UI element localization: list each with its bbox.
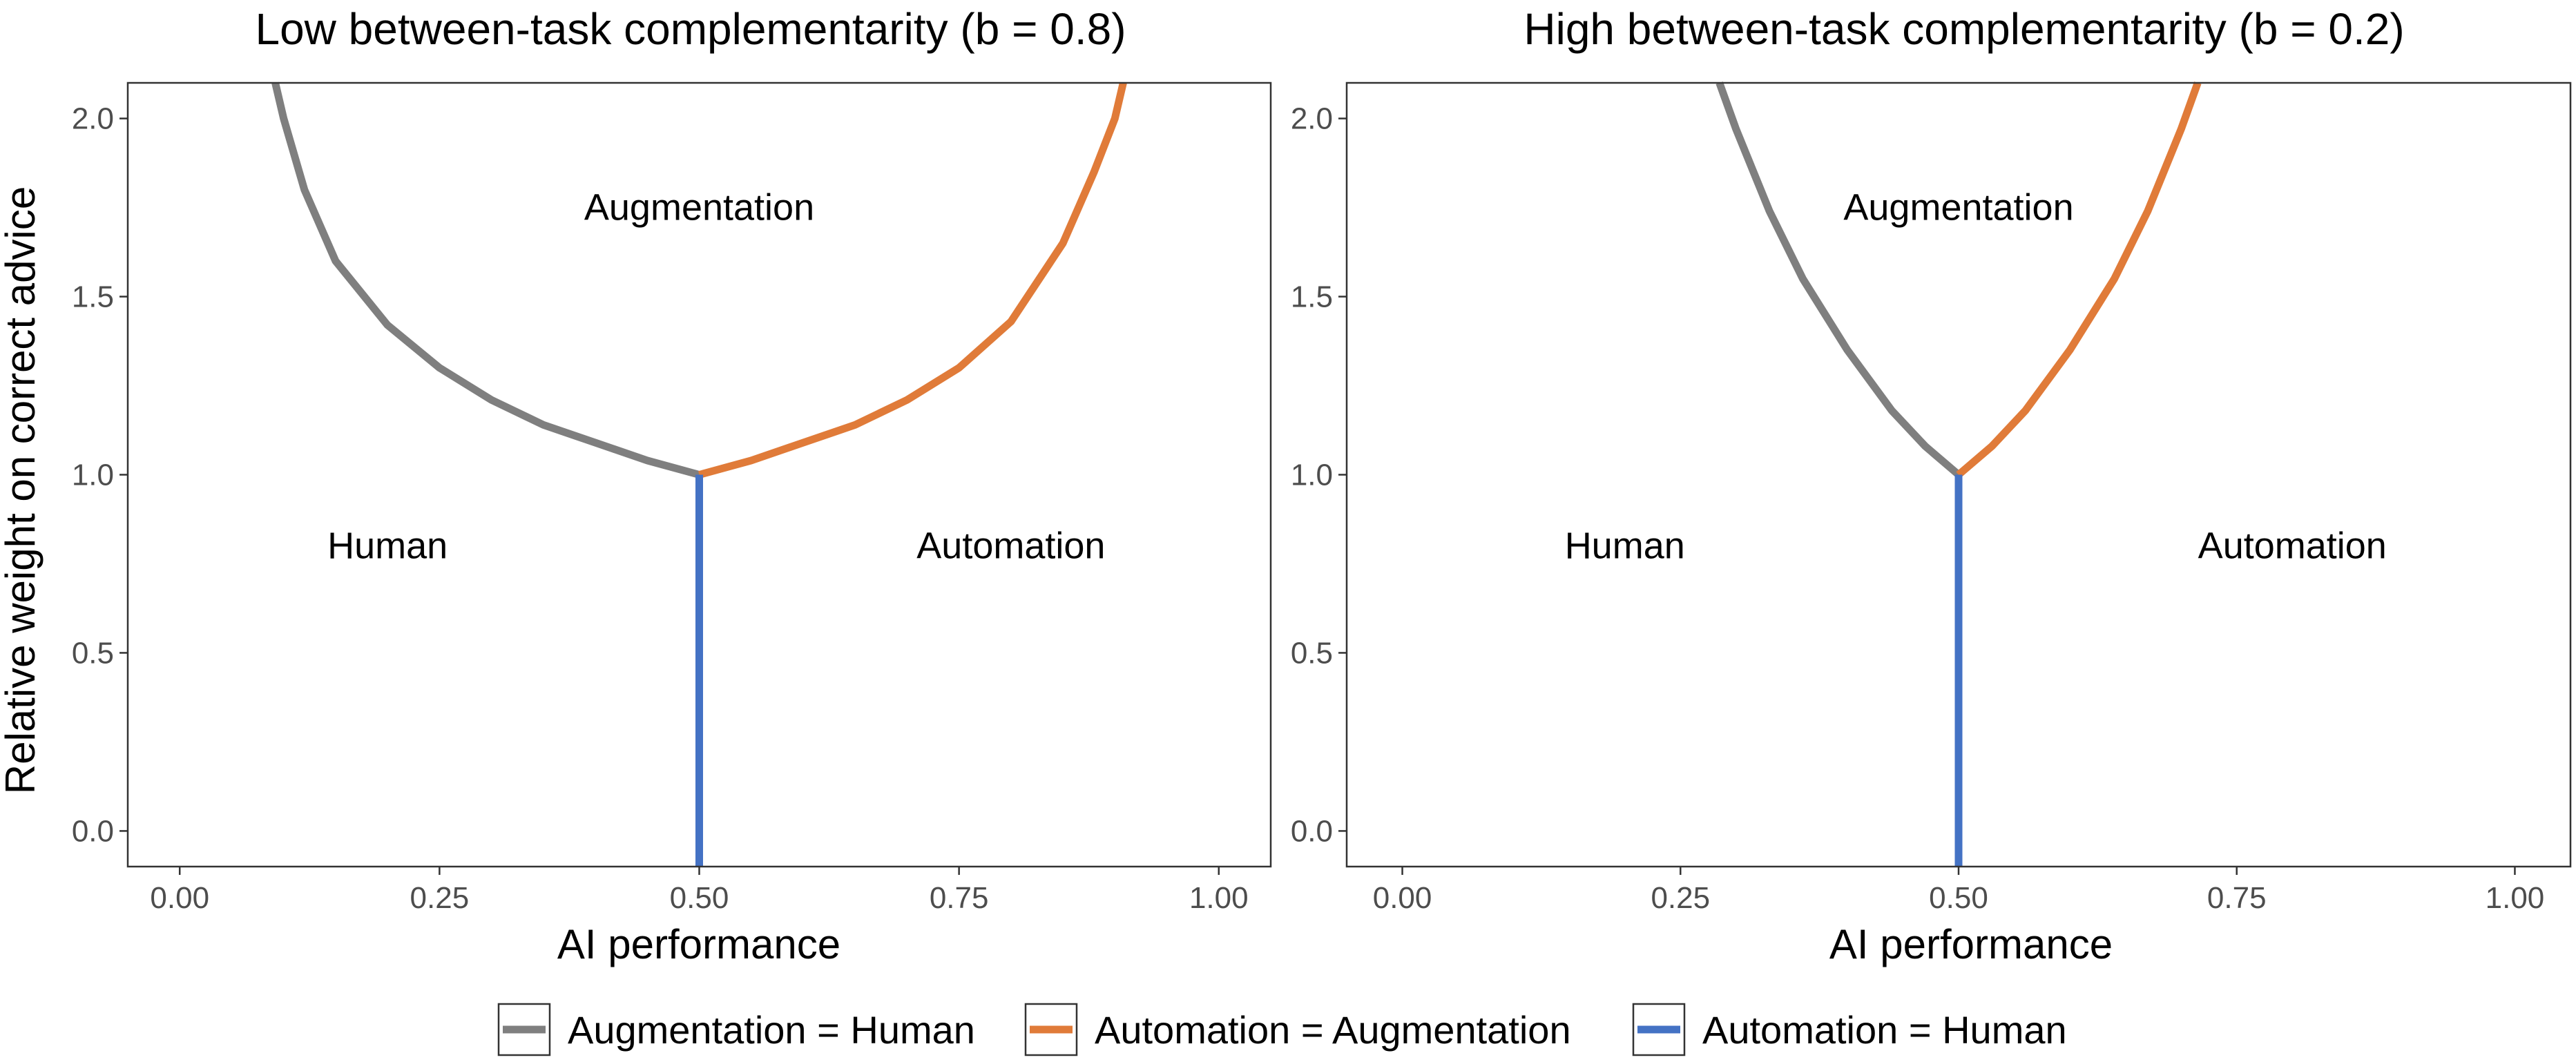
panel-high-complementarity: High between-task complementarity (b = 0… — [1291, 4, 2572, 967]
x-tick-label: 1.00 — [1189, 881, 1249, 915]
legend-item-automation-augmentation: Automation = Augmentation — [1024, 1003, 1571, 1056]
region-label-human: Human — [1565, 525, 1685, 567]
panel-title: Low between-task complementarity (b = 0.… — [255, 4, 1126, 54]
legend: Augmentation = Human Automation = Augment… — [497, 1003, 2067, 1056]
x-tick-label: 0.25 — [410, 881, 470, 915]
y-tick-label: 0.0 — [72, 814, 114, 848]
x-tick-label: 0.50 — [670, 881, 729, 915]
x-tick-label: 0.25 — [1651, 881, 1710, 915]
y-tick-label: 1.0 — [72, 458, 114, 492]
y-tick-label: 0.0 — [1291, 814, 1333, 848]
legend-item-automation-human: Automation = Human — [1632, 1003, 2067, 1056]
series-line-augmentation-human — [271, 81, 700, 479]
x-tick-label: 0.50 — [1929, 881, 1988, 915]
y-tick-label: 2.0 — [1291, 102, 1333, 136]
y-tick-label: 1.5 — [72, 280, 114, 314]
series-line-automation-augmentation — [698, 81, 1127, 479]
region-label-augmentation: Augmentation — [1843, 187, 2073, 229]
legend-item-augmentation-human: Augmentation = Human — [497, 1003, 975, 1056]
series-line-augmentation-human — [1715, 81, 1961, 478]
y-tick-label: 2.0 — [72, 102, 114, 136]
region-label-augmentation: Augmentation — [584, 187, 814, 229]
region-label-automation: Automation — [916, 525, 1105, 567]
region-label-automation: Automation — [2198, 525, 2387, 567]
x-tick-label: 0.00 — [150, 881, 209, 915]
series-line-automation-augmentation — [1956, 81, 2202, 478]
x-tick-label: 0.75 — [930, 881, 989, 915]
panel-title: High between-task complementarity (b = 0… — [1524, 4, 2404, 54]
y-tick-label: 1.5 — [1291, 280, 1333, 314]
legend-label: Automation = Human — [1702, 1008, 2067, 1052]
x-tick-label: 1.00 — [2486, 881, 2545, 915]
y-axis-title: Relative weight on correct advice — [0, 186, 44, 794]
x-axis-title: AI performance — [1829, 921, 2113, 967]
x-tick-label: 0.00 — [1373, 881, 1432, 915]
panel-low-complementarity: Low between-task complementarity (b = 0.… — [72, 4, 1272, 967]
y-tick-label: 0.5 — [1291, 636, 1333, 670]
legend-label: Automation = Augmentation — [1095, 1008, 1571, 1052]
region-label-human: Human — [327, 525, 448, 567]
x-axis-title: AI performance — [557, 921, 840, 967]
legend-label: Augmentation = Human — [568, 1008, 975, 1052]
y-tick-label: 0.5 — [72, 636, 114, 670]
y-tick-label: 1.0 — [1291, 458, 1333, 492]
x-tick-label: 0.75 — [2207, 881, 2267, 915]
